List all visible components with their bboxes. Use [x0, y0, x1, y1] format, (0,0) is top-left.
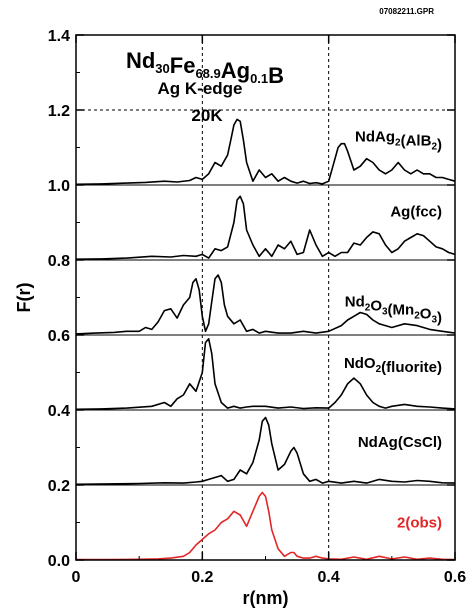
series-label-2: Nd2O3(Mn2O3) [345, 293, 442, 326]
x-tick-label-0: 0 [72, 569, 81, 586]
series-label-0: NdAg2(AlB2) [355, 128, 442, 153]
series-line-3 [75, 337, 456, 411]
series-label-5: 2(obs) [397, 515, 442, 532]
series-line-1 [75, 195, 456, 260]
y-tick-label-5: 1.0 [48, 178, 70, 195]
series-label-4: NdAg(CsCl) [358, 434, 442, 451]
y-tick-label-2: 0.4 [48, 403, 70, 420]
series-label-1: Ag(fcc) [390, 203, 442, 220]
series-line-4 [75, 416, 456, 486]
x-tick-label-1: 0.2 [191, 569, 213, 586]
y-tick-label-3: 0.6 [48, 328, 70, 345]
series-line-5 [76, 491, 456, 561]
y-axis-label: F(r) [14, 283, 34, 313]
y-tick-label-0: 0.0 [48, 553, 70, 570]
chart-title-temperature: 20K [191, 106, 223, 125]
series-lines [75, 118, 456, 561]
x-tick-label-3: 0.6 [444, 569, 466, 586]
chart-title-edge: Ag K-edge [158, 79, 243, 98]
series-label-3: NdO2(fluorite) [344, 355, 442, 376]
x-axis-label: r(nm) [243, 588, 289, 608]
chart-title-composition: Nd30Fe68.9Ag0.1B [126, 48, 284, 88]
axis-ticks: 0 0.2 0.4 0.6 0.0 0.2 0.4 0.6 0.8 1.0 1.2 1.4 [48, 28, 466, 586]
series-line-0 [75, 118, 456, 186]
y-tick-label-1: 0.2 [48, 478, 70, 495]
series-labels: NdAg2(AlB2) Ag(fcc) Nd2O3(Mn2O3) NdO2(fluor… [344, 128, 442, 531]
y-tick-label-6: 1.2 [48, 103, 70, 120]
y-tick-label-7: 1.4 [48, 28, 70, 45]
offset-separators [76, 184, 455, 486]
series-line-2 [75, 274, 456, 335]
y-tick-label-4: 0.8 [48, 253, 70, 270]
file-id-label: 07082211.GPR [379, 7, 434, 16]
x-tick-label-2: 0.4 [318, 569, 340, 586]
